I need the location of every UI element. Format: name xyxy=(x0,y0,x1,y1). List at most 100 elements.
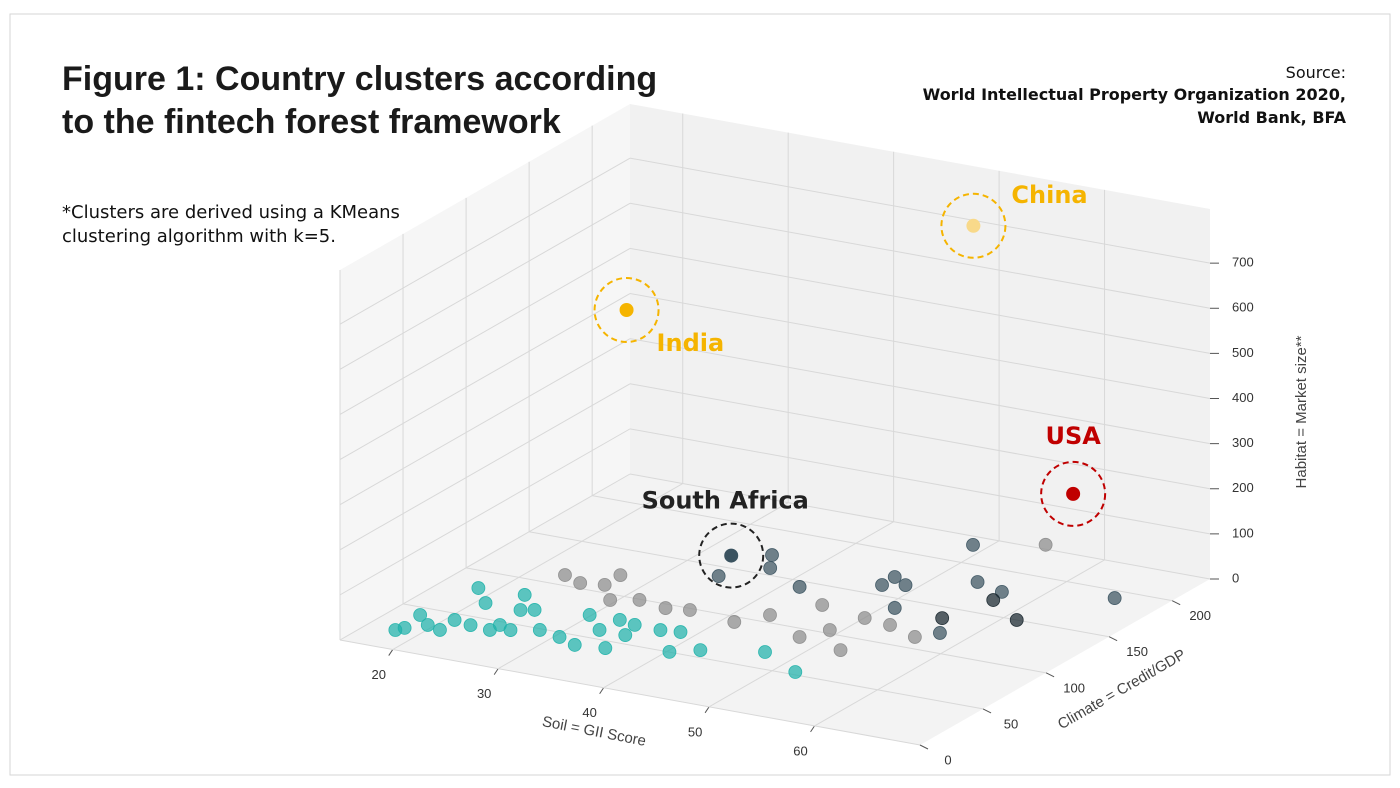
point xyxy=(478,596,493,610)
point xyxy=(788,665,803,679)
point xyxy=(517,588,532,602)
floor-panel xyxy=(340,474,1210,745)
point xyxy=(792,580,807,594)
y-tick-label: 100 xyxy=(1063,680,1085,695)
point xyxy=(592,623,607,637)
point xyxy=(527,603,542,617)
highlight-ring xyxy=(698,522,765,589)
z-tick-label: 700 xyxy=(1232,255,1254,270)
point xyxy=(627,618,642,632)
point xyxy=(883,618,897,632)
point xyxy=(673,625,688,639)
grid-line xyxy=(392,483,683,650)
point xyxy=(935,611,950,626)
x-tick-label: 50 xyxy=(688,724,702,739)
left-panel xyxy=(340,104,630,640)
point xyxy=(765,548,779,562)
z-tick-label: 100 xyxy=(1232,525,1254,540)
z-tick-label: 200 xyxy=(1232,480,1254,495)
point xyxy=(970,575,985,589)
tick-mark xyxy=(388,649,394,656)
grid-line xyxy=(465,567,1047,674)
grid-line xyxy=(592,495,1173,602)
x-tick-label: 40 xyxy=(582,705,596,720)
grid-line xyxy=(339,639,921,746)
marks: India China USA South Africa xyxy=(388,181,1122,679)
point xyxy=(503,623,518,637)
highlight-ring xyxy=(593,276,660,343)
grid-line xyxy=(629,247,1211,354)
y-tick-label: 150 xyxy=(1126,644,1148,659)
back-panel xyxy=(630,104,1210,579)
grid-line xyxy=(339,247,631,415)
point xyxy=(513,603,528,617)
point xyxy=(1107,591,1122,605)
y-tick-label: 0 xyxy=(944,752,951,767)
annotation: China xyxy=(1011,181,1087,209)
point xyxy=(567,638,582,652)
point xyxy=(597,577,612,592)
grid-line xyxy=(603,521,894,689)
point xyxy=(986,593,1001,607)
point xyxy=(857,611,872,625)
point xyxy=(822,623,837,637)
point xyxy=(815,598,830,612)
z-tick-label: 600 xyxy=(1232,300,1254,315)
tick-mark xyxy=(982,708,992,714)
point xyxy=(763,608,777,622)
tick-mark xyxy=(493,668,499,675)
annotation: South Africa xyxy=(642,487,809,515)
point xyxy=(532,623,547,637)
point xyxy=(653,623,668,637)
grid: 2030405060050100150200010020030040050060… xyxy=(339,113,1254,767)
grid-line xyxy=(339,338,631,506)
grid-line xyxy=(629,157,1211,264)
point xyxy=(933,626,947,640)
annotation: India xyxy=(657,329,725,357)
point xyxy=(552,630,567,644)
grid-line xyxy=(629,338,1211,445)
point xyxy=(613,568,628,582)
z-tick-label: 300 xyxy=(1232,435,1254,450)
point xyxy=(727,615,742,629)
grid-line xyxy=(629,428,1211,535)
point xyxy=(471,581,486,595)
point xyxy=(433,623,447,637)
y-tick-label: 200 xyxy=(1189,608,1211,623)
point xyxy=(1066,486,1081,501)
tick-mark xyxy=(810,725,815,733)
panels xyxy=(340,104,1210,745)
point xyxy=(1009,613,1024,627)
grid-line xyxy=(497,502,789,670)
point xyxy=(693,643,708,657)
point xyxy=(833,643,848,658)
z-tick-label: 400 xyxy=(1232,390,1254,405)
point xyxy=(887,570,902,584)
grid-line xyxy=(629,383,1211,490)
point xyxy=(658,601,673,615)
note: clustering algorithm with k=5. xyxy=(62,226,336,247)
point xyxy=(907,630,922,644)
tick-mark xyxy=(1108,636,1118,642)
grid-line xyxy=(339,293,631,460)
tick-mark xyxy=(1171,600,1181,606)
source: World Bank, BFA xyxy=(1197,108,1346,127)
point xyxy=(598,641,613,655)
grid-line xyxy=(629,202,1211,309)
grid-line xyxy=(339,157,631,325)
point xyxy=(618,628,633,642)
point xyxy=(758,645,772,659)
point xyxy=(463,618,478,633)
note: *Clusters are derived using a KMeans xyxy=(62,202,400,223)
source: World Intellectual Property Organization… xyxy=(923,85,1346,104)
point xyxy=(662,645,677,659)
z-axis-label: Habitat = Market size** xyxy=(1293,335,1310,488)
point xyxy=(792,630,807,644)
point xyxy=(420,618,435,632)
point xyxy=(966,537,980,552)
tick-mark xyxy=(1045,672,1055,678)
grid-line xyxy=(339,428,631,596)
point xyxy=(682,603,697,617)
point xyxy=(582,608,597,622)
